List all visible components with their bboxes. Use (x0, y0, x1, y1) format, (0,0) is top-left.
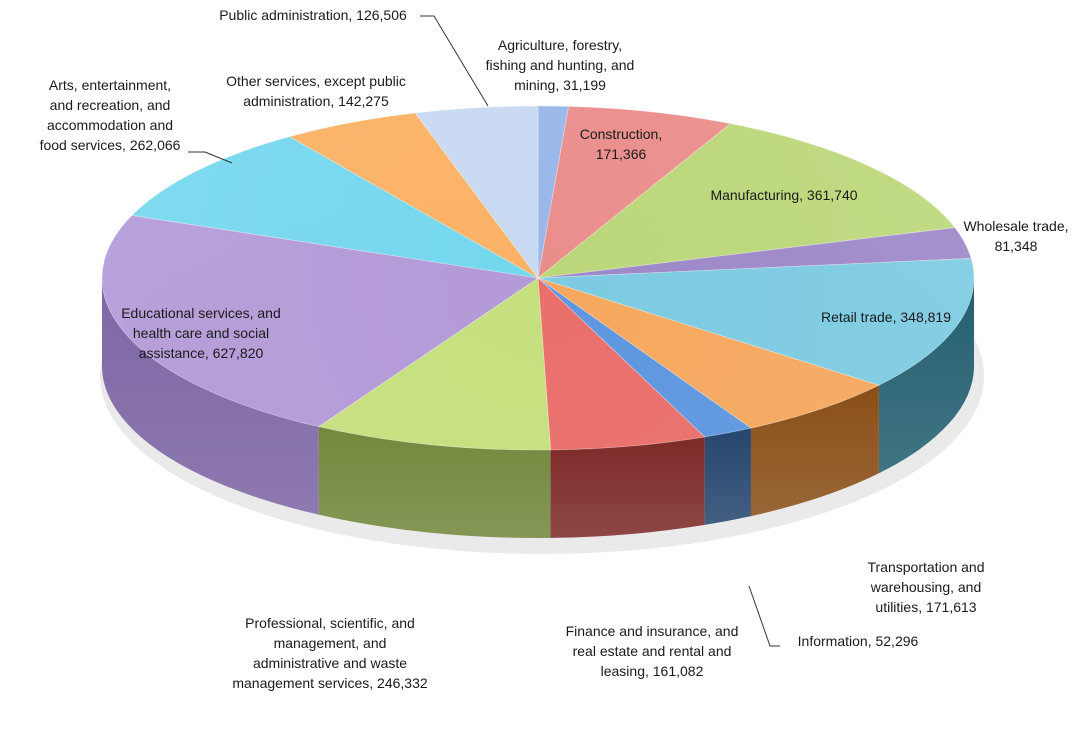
data-label-line: real estate and rental and (573, 643, 732, 659)
slice-side-retail-trade (878, 278, 974, 474)
slice-other-services-except-public-administrat (288, 112, 539, 279)
data-label-manufacturing: Manufacturing, 361,740 (710, 187, 857, 203)
data-label-wholesale-trade: Wholesale trade, 81,348 (963, 218, 1068, 254)
data-label-line: health care and social (133, 325, 269, 341)
data-label-line: and recreation, and (50, 97, 171, 113)
data-label-professional-scientific-and-management-a: Professional, scientific, and management,… (232, 615, 428, 691)
data-label-line: administration, 142,275 (243, 93, 389, 109)
data-label-other-services-except-public-administrat: Other services, except public administrat… (226, 73, 406, 109)
slice-professional-scientific-and-management-a (317, 277, 551, 451)
data-label-line: mining, 31,199 (514, 77, 606, 93)
data-label-line: Retail trade, 348,819 (821, 309, 951, 325)
data-label-educational-services-and-health-care-and: Educational services, and health care and… (121, 305, 281, 361)
data-label-line: Public administration, 126,506 (219, 7, 407, 23)
slice-information (537, 277, 752, 438)
slice-wholesale-trade (537, 227, 972, 279)
data-label-line: Transportation and (868, 559, 985, 575)
slice-arts-entertainment-and-recreation-and-ac (131, 136, 539, 279)
slice-agriculture-forestry-fishing-and-hunting (537, 105, 570, 279)
slice-finance-and-insurance-and-real-estate-an (537, 276, 706, 451)
data-label-line: 171,366 (596, 146, 647, 162)
data-label-information: Information, 52,296 (798, 633, 919, 649)
slice-educational-services-and-health-care-and (101, 214, 540, 428)
data-label-line: Wholesale trade, (963, 218, 1068, 234)
data-label-line: assistance, 627,820 (139, 345, 264, 361)
data-label-line: Professional, scientific, and (245, 615, 415, 631)
data-label-line: Arts, entertainment, (49, 77, 171, 93)
data-label-line: utilities, 171,613 (875, 599, 976, 615)
data-label-line: warehousing, and (870, 579, 982, 595)
data-label-retail-trade: Retail trade, 348,819 (821, 309, 951, 325)
slice-side-information (704, 428, 751, 525)
slice-manufacturing (536, 123, 956, 279)
data-label-finance-and-insurance-and-real-estate-an: Finance and insurance, and real estate an… (566, 623, 739, 679)
slice-side-educational-services-and-health-care-and (102, 278, 319, 515)
leader-line-arts-entertainment-and-recreation-and-ac (188, 151, 233, 164)
data-label-line: Other services, except public (226, 73, 406, 89)
slice-side-transportation-and-warehousing-and-utili (750, 385, 879, 517)
data-label-line: management services, 246,332 (232, 675, 428, 691)
data-label-public-administration: Public administration, 126,506 (219, 7, 407, 23)
data-label-line: food services, 262,066 (40, 137, 181, 153)
data-label-line: Information, 52,296 (798, 633, 919, 649)
data-label-line: leasing, 161,082 (601, 663, 704, 679)
slice-retail-trade (537, 258, 975, 386)
data-label-line: 81,348 (995, 238, 1038, 254)
data-label-construction: Construction, 171,366 (580, 126, 662, 162)
leader-line-information (748, 585, 780, 647)
slice-side-professional-scientific-and-management-a (318, 426, 551, 538)
data-label-transportation-and-warehousing-and-utili: Transportation and warehousing, and utilit… (868, 559, 985, 615)
slice-transportation-and-warehousing-and-utili (537, 277, 880, 429)
slice-side-finance-and-insurance-and-real-estate-an (550, 436, 705, 538)
data-label-line: Finance and insurance, and (566, 623, 739, 639)
leader-line-public-administration (420, 15, 489, 107)
data-label-line: accommodation and (47, 117, 173, 133)
data-label-line: management, and (274, 635, 387, 651)
data-label-line: administrative and waste (253, 655, 407, 671)
data-label-line: Construction, (580, 126, 662, 142)
data-label-line: Educational services, and (121, 305, 281, 321)
data-label-agriculture-forestry-fishing-and-hunting: Agriculture, forestry, fishing and huntin… (486, 37, 635, 93)
slice-public-administration (414, 105, 539, 280)
data-label-arts-entertainment-and-recreation-and-ac: Arts, entertainment, and recreation, and a… (40, 77, 181, 153)
data-label-line: fishing and hunting, and (486, 57, 635, 73)
slice-construction (537, 106, 732, 279)
data-label-line: Agriculture, forestry, (498, 37, 622, 53)
data-label-line: Manufacturing, 361,740 (710, 187, 857, 203)
